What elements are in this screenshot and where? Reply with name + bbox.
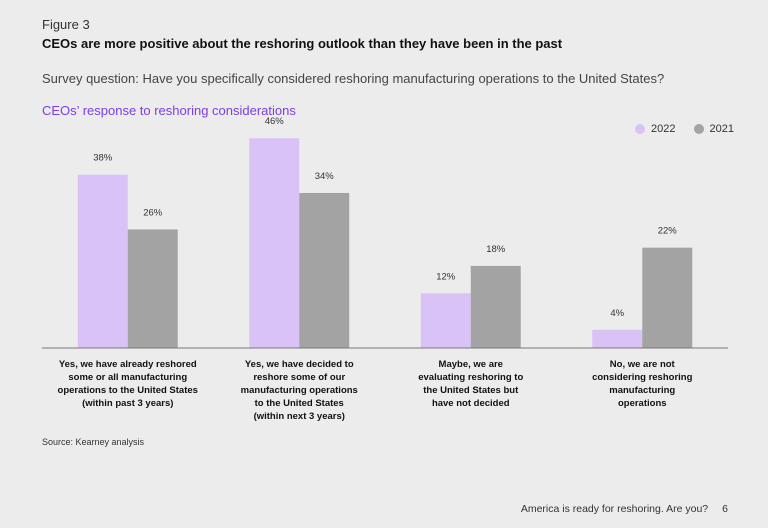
bar-2022-1 <box>249 138 300 348</box>
bar-2021-3 <box>642 247 693 348</box>
category-label-2-line-0: Maybe, we are <box>439 359 503 370</box>
category-label-0-line-0: Yes, we have already reshored <box>59 359 197 370</box>
category-label-2-line-2: the United States but <box>423 385 519 396</box>
page-number: 6 <box>722 503 728 515</box>
category-label-1-line-1: reshore some of our <box>253 372 345 383</box>
category-label-1-line-0: Yes, we have decided to <box>245 359 354 370</box>
category-label-2-line-3: have not decided <box>432 398 510 409</box>
survey-question: Survey question: Have you specifically c… <box>42 71 665 86</box>
category-label-1-line-2: manufacturing operations <box>241 385 358 396</box>
data-label-2022-1: 46% <box>265 116 285 127</box>
legend-swatch-2022 <box>635 124 646 134</box>
bar-2021-2 <box>470 265 521 348</box>
figure-label: Figure 3 <box>42 17 90 32</box>
chart-legend: 2022 2021 <box>635 123 734 135</box>
footer: America is ready for reshoring. Are you?… <box>521 503 728 515</box>
category-label-1-line-3: to the United States <box>255 398 344 409</box>
bar-2022-0 <box>77 174 128 348</box>
category-label-0-line-2: operations to the United States <box>58 385 198 396</box>
data-label-2021-2: 18% <box>486 244 506 255</box>
source-note: Source: Kearney analysis <box>42 437 145 447</box>
legend-item-2022: 2022 <box>635 123 676 135</box>
chart-subtitle: CEOs’ response to reshoring consideratio… <box>42 103 296 118</box>
figure-title: CEOs are more positive about the reshori… <box>42 36 563 51</box>
category-label-0-line-1: some or all manufacturing <box>68 372 187 383</box>
legend-label-2021: 2021 <box>709 123 734 135</box>
category-label-3-line-2: manufacturing <box>609 385 675 396</box>
category-label-2-line-1: evaluating reshoring to <box>418 372 523 383</box>
bar-2021-1 <box>299 192 350 348</box>
bar-2022-3 <box>592 329 643 348</box>
data-label-2021-0: 26% <box>143 207 163 218</box>
data-label-2021-3: 22% <box>658 226 678 237</box>
data-label-2022-0: 38% <box>93 153 113 164</box>
data-label-2022-2: 12% <box>436 271 456 282</box>
category-label-3-line-1: considering reshoring <box>592 372 692 383</box>
bar-2021-0 <box>127 229 178 348</box>
category-label-1-line-4: (within next 3 years) <box>254 411 345 422</box>
legend-swatch-2021 <box>693 124 704 134</box>
footer-text: America is ready for reshoring. Are you? <box>520 503 709 515</box>
legend-label-2022: 2022 <box>651 123 676 135</box>
bar-2022-2 <box>420 293 471 348</box>
data-label-2021-1: 34% <box>315 171 335 182</box>
category-label-3-line-0: No, we are not <box>610 359 676 370</box>
category-label-0-line-3: (within past 3 years) <box>82 398 173 409</box>
category-label-3-line-3: operations <box>618 398 667 409</box>
legend-item-2021: 2021 <box>693 123 734 135</box>
data-label-2022-3: 4% <box>610 308 624 319</box>
